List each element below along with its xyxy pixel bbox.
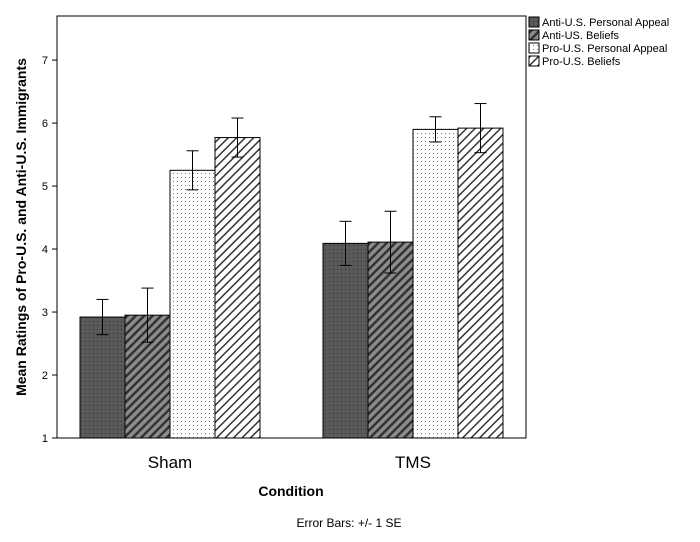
error-bars-group (96, 103, 487, 343)
y-tick-label: 1 (42, 433, 48, 445)
x-axis-title: Condition (258, 483, 323, 499)
x-axis: Sham TMS (148, 453, 431, 472)
bars-group (79, 127, 504, 439)
y-tick-label: 4 (42, 244, 48, 256)
y-tick-label: 5 (42, 181, 48, 193)
y-tick-label: 7 (42, 55, 48, 67)
y-tick-label: 3 (42, 307, 48, 319)
bar (412, 128, 459, 439)
legend-label: Pro-U.S. Personal Appeal (542, 43, 667, 55)
y-axis-title: Mean Ratings of Pro-U.S. and Anti-U.S. I… (13, 58, 29, 396)
legend-label: Anti-U.S. Personal Appeal (542, 17, 669, 29)
legend-swatch (528, 16, 540, 28)
y-tick-label: 6 (42, 118, 48, 130)
legend-swatch (528, 42, 540, 54)
legend-swatch (528, 29, 540, 41)
bar (169, 169, 216, 439)
bar (79, 316, 126, 439)
bar (457, 127, 504, 439)
y-tick-label: 2 (42, 370, 48, 382)
x-tick-label: TMS (395, 453, 431, 472)
bar (322, 242, 369, 439)
legend-label: Anti-US. Beliefs (542, 30, 620, 42)
error-bars-note: Error Bars: +/- 1 SE (296, 516, 401, 530)
y-axis: 1 2 3 4 5 6 7 (42, 55, 57, 445)
legend-swatch (528, 55, 540, 67)
x-tick-label: Sham (148, 453, 192, 472)
legend-label: Pro-U.S. Beliefs (542, 56, 621, 68)
bar (214, 137, 261, 439)
